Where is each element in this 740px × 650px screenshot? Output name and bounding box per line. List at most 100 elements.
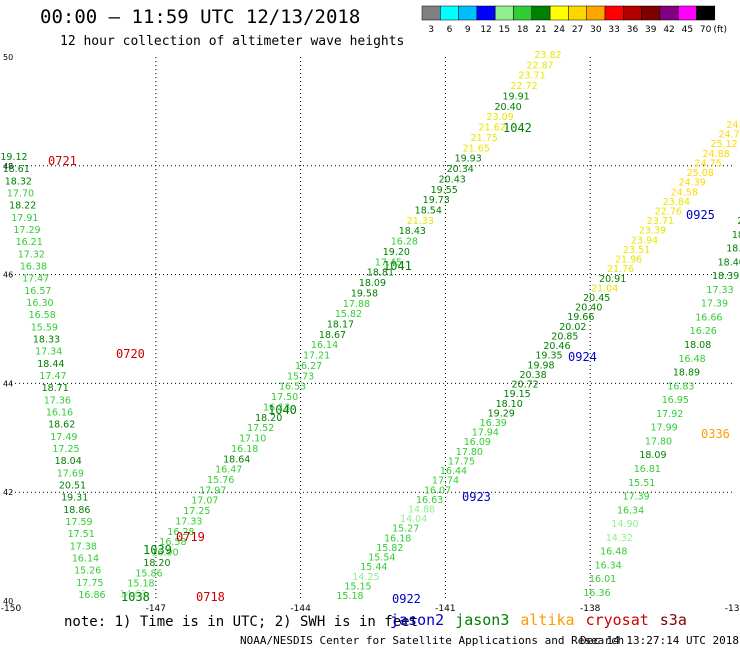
wave-height-label: 20.0 <box>737 216 740 227</box>
scale-label: 36 <box>627 25 639 35</box>
wave-height-label: 17.94 <box>472 428 499 439</box>
wave-height-label: 17.34 <box>35 347 62 358</box>
pass-time-label: 0922 <box>392 592 421 606</box>
satellite-legend-altika: altika <box>520 611 575 629</box>
wave-height-label: 16.81 <box>634 464 661 475</box>
wave-height-label: 17.52 <box>247 423 274 434</box>
scale-unit-label: (ft) <box>713 25 727 35</box>
scale-label: 24 <box>554 25 566 35</box>
pass-time-label: 1041 <box>383 259 412 273</box>
wave-height-label: 19.29 <box>488 408 515 419</box>
wave-height-label: 15.76 <box>207 475 234 486</box>
wave-height-label: 16.09 <box>464 437 491 448</box>
wave-height-label: 17.25 <box>183 506 210 517</box>
lon-tick-label: -144 <box>290 604 311 614</box>
wave-height-label: 19.55 <box>431 185 458 196</box>
wave-height-label: 19.35 <box>535 351 562 362</box>
wave-height-label: 14.88 <box>408 504 435 515</box>
wave-height-label: 18.09 <box>359 278 386 289</box>
wave-height-label: 17.70 <box>7 189 34 200</box>
scale-label: 39 <box>645 25 657 35</box>
pass-time-label: 0924 <box>568 350 597 364</box>
wave-height-label: 23.71 <box>647 216 674 227</box>
wave-height-label: 25.08 <box>687 168 714 179</box>
wave-height-label: 17.69 <box>57 468 84 479</box>
wave-height-label: 16.58 <box>159 537 186 548</box>
color-scale-legend: 3 6 9 12 15 18 21 24 27 30 33 36 39 42 45 70 (ft) <box>421 5 727 35</box>
wave-height-label: 16.95 <box>662 395 689 406</box>
wave-height-label: 17.29 <box>13 225 40 236</box>
wave-height-label: 18.39 <box>712 271 739 282</box>
wave-height-label: 16.18 <box>231 444 258 455</box>
wave-height-label: 17.47 <box>22 274 49 285</box>
wave-height-label: 17.80 <box>456 447 483 458</box>
wave-height-label: 18.17 <box>327 320 354 331</box>
wave-height-label: 17.36 <box>44 395 71 406</box>
wave-height-label: 17.99 <box>651 423 678 434</box>
wave-height-label: 17.38 <box>70 541 97 552</box>
wave-height-label: 24.88 <box>703 149 730 160</box>
wave-height-label: 16.44 <box>440 466 467 477</box>
lat-tick-label: 42 <box>3 488 13 497</box>
wave-height-label: 16.07 <box>424 485 451 496</box>
wave-height-label: 25.12 <box>710 139 737 150</box>
wave-height-label: 20.02 <box>559 322 586 333</box>
wave-height-label: 14.04 <box>400 514 427 525</box>
wave-height-label: 15.86 <box>135 568 162 579</box>
scale-label: 3 <box>428 25 434 35</box>
wave-height-label: 17.21 <box>303 351 330 362</box>
satellite-legend-s3a: s3a <box>659 611 687 629</box>
wave-height-label: 15.54 <box>368 553 395 564</box>
satellite-legend: jason2 jason3 altika cryosat s3a <box>390 611 698 629</box>
scale-label: 15 <box>499 25 510 35</box>
wave-height-label: 20.40 <box>575 303 602 314</box>
pass-time-label: 0721 <box>48 154 77 168</box>
wave-height-label: 14.90 <box>611 519 638 530</box>
wave-height-label: 23.82 <box>534 50 561 61</box>
lon-tick-label: -135 <box>725 604 740 614</box>
wave-height-label: 15.82 <box>335 309 362 320</box>
wave-height-label: 16.66 <box>695 312 722 323</box>
satellite-legend-cryosat: cryosat <box>585 611 649 629</box>
wave-height-label: 19.91 <box>502 91 529 102</box>
wave-height-label: 19.15 <box>504 389 531 400</box>
wave-height-label: 16.14 <box>311 340 338 351</box>
wave-height-label: 24.39 <box>679 178 706 189</box>
wave-height-label: 15.59 <box>31 322 58 333</box>
scale-swatch <box>696 5 716 21</box>
wave-height-label: 18.89 <box>673 368 700 379</box>
wave-height-label: 16.36 <box>583 588 610 599</box>
wave-height-label: 16.57 <box>24 286 51 297</box>
wave-height-label: 17.92 <box>656 409 683 420</box>
pass-time-label: 0923 <box>462 490 491 504</box>
wave-height-label: 17.49 <box>50 432 77 443</box>
wave-height-label: 17.59 <box>65 517 92 528</box>
wave-height-label: 18.04 <box>55 456 82 467</box>
wave-height-label: 15.15 <box>344 581 371 592</box>
wave-height-label: 16.86 <box>78 590 105 601</box>
wave-height-label: 17.80 <box>645 436 672 447</box>
wave-height-label: 20.51 <box>59 481 86 492</box>
wave-height-label: 18.81 <box>367 268 394 279</box>
wave-height-label: 19.98 <box>527 360 554 371</box>
wave-height-label: 17.45 <box>375 257 402 268</box>
wave-height-label: 20.38 <box>519 370 546 381</box>
wave-height-label: 17.50 <box>271 392 298 403</box>
pass-time-label: 0718 <box>196 590 225 604</box>
wave-height-label: 17.39 <box>623 492 650 503</box>
wave-height-label: 17.33 <box>175 516 202 527</box>
wave-height-label: 20.34 <box>447 164 474 175</box>
satellite-legend-jason2: jason2 <box>390 611 445 629</box>
lat-tick-label: 48 <box>3 162 13 171</box>
wave-height-label: 16.58 <box>29 310 56 321</box>
wave-height-label: 16.48 <box>600 547 627 558</box>
pass-time-label: 0336 <box>701 427 730 441</box>
wave-height-label: 15.73 <box>287 371 314 382</box>
wave-height-label: 18.10 <box>496 399 523 410</box>
scale-label: 45 <box>682 25 693 35</box>
wave-height-label: 18.20 <box>143 558 170 569</box>
wave-height-label: 17.97 <box>199 485 226 496</box>
scale-label: 27 <box>572 25 583 35</box>
wave-height-label: 18.9 <box>732 230 740 241</box>
wave-height-label: 18.40 <box>718 257 740 268</box>
